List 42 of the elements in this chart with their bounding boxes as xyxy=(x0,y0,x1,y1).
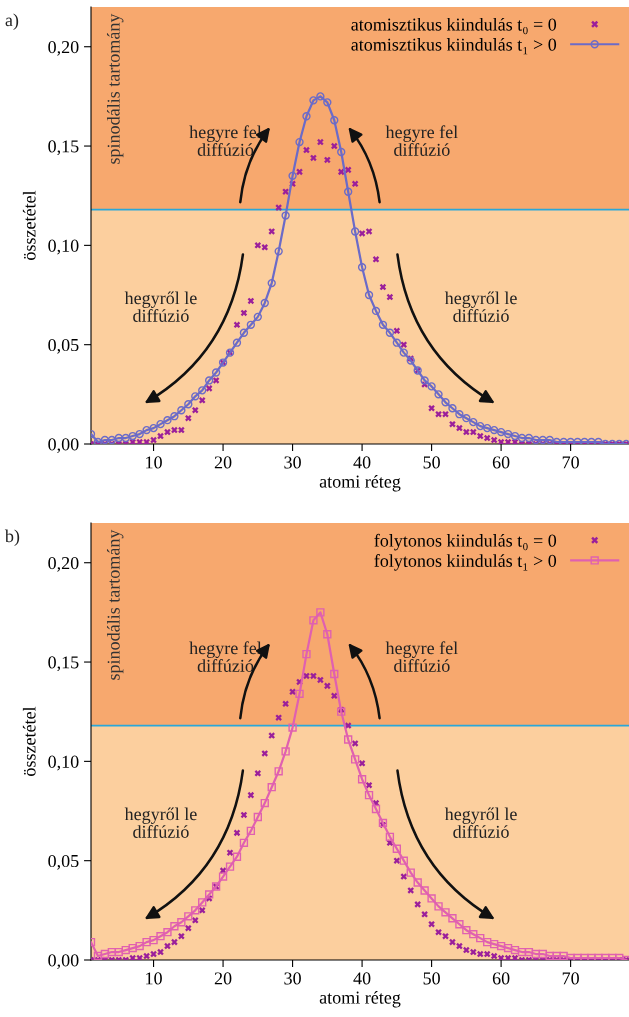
legend-label: folytonos kiindulás t₁ > 0 xyxy=(374,554,557,571)
band-label: spinodális tartomány xyxy=(106,529,124,680)
annotation: hegyről le diffúzió xyxy=(444,807,517,838)
x-axis-title: atomi réteg xyxy=(319,474,401,492)
y-tick-label: 0,15 xyxy=(48,656,79,672)
annotation: hegyre fel diffúzió xyxy=(385,125,458,156)
y-tick-label: 0,05 xyxy=(48,338,79,354)
band-label: spinodális tartomány xyxy=(106,13,124,164)
x-tick-label: 70 xyxy=(562,972,579,985)
x-tick-label: 70 xyxy=(562,456,579,469)
y-axis-title: összetétel xyxy=(22,190,36,260)
legend-label: atomisztikus kiindulás t₁ > 0 xyxy=(351,38,557,55)
y-axis-title: összetétel xyxy=(22,706,36,776)
x-tick-label: 60 xyxy=(492,456,510,469)
y-tick-label: 0,20 xyxy=(48,40,79,56)
y-tick-label: 0,00 xyxy=(48,438,79,454)
y-tick-label: 0,05 xyxy=(48,854,79,870)
x-tick-label: 10 xyxy=(146,972,162,985)
annotation: hegyről le diffúzió xyxy=(124,807,197,838)
x-axis-title: atomi réteg xyxy=(319,990,401,1008)
text: a) xyxy=(5,13,19,30)
x-tick-label: 40 xyxy=(353,456,371,469)
text: b) xyxy=(4,529,20,546)
x-tick-label: 10 xyxy=(146,456,162,469)
x-tick-label: 40 xyxy=(353,972,371,985)
y-tick-label: 0,15 xyxy=(48,140,79,156)
y-tick-label: 0,20 xyxy=(48,556,79,572)
annotation: hegyről le diffúzió xyxy=(124,291,197,322)
x-tick-label: 30 xyxy=(284,456,301,469)
y-tick-label: 0,10 xyxy=(48,239,79,255)
annotation: hegyről le diffúzió xyxy=(444,291,517,322)
x-tick-label: 50 xyxy=(423,456,440,469)
x-tick-label: 20 xyxy=(214,972,232,985)
annotation: hegyre fel diffúzió xyxy=(385,641,458,672)
x-tick-label: 30 xyxy=(284,972,301,985)
legend-label: folytonos kiindulás t₀ = 0 xyxy=(374,533,557,551)
y-tick-label: 0,00 xyxy=(48,954,79,970)
x-tick-label: 50 xyxy=(423,972,440,985)
x-tick-label: 60 xyxy=(492,972,510,985)
x-tick-label: 20 xyxy=(214,456,232,469)
y-tick-label: 0,10 xyxy=(48,755,79,771)
legend-label: atomisztikus kiindulás t₀ = 0 xyxy=(351,17,557,35)
